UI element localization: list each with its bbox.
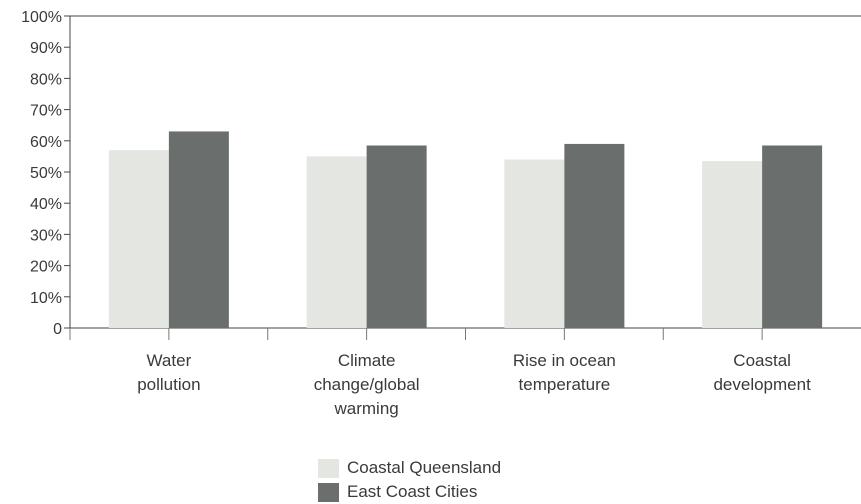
x-category-label: Climate	[338, 351, 396, 370]
y-tick-label: 60%	[30, 134, 62, 151]
x-category-label: Water	[147, 351, 192, 370]
x-category-label: development	[713, 375, 811, 394]
x-category-label: warming	[334, 399, 399, 418]
y-tick-label: 30%	[30, 227, 62, 244]
x-category-label: Coastal	[733, 351, 791, 370]
bar-east-coast-cities	[366, 145, 427, 328]
x-category-label: pollution	[137, 375, 200, 394]
legend-swatch-east-coast-cities	[318, 482, 339, 502]
bar-coastal-queensland	[702, 161, 763, 328]
y-tick-label: 90%	[30, 40, 62, 57]
bar-coastal-queensland	[504, 159, 565, 328]
legend-swatch-coastal-queensland	[318, 458, 339, 478]
legend-item-coastal-queensland: Coastal Queensland	[318, 456, 501, 480]
x-category-label: Rise in ocean	[513, 351, 616, 370]
legend: Coastal Queensland East Coast Cities	[318, 456, 501, 504]
legend-label-east-coast-cities: East Coast Cities	[347, 482, 478, 501]
legend-label-coastal-queensland: Coastal Queensland	[347, 458, 502, 477]
x-category-label: temperature	[519, 375, 611, 394]
legend-item-east-coast-cities: East Coast Cities	[318, 480, 501, 504]
y-tick-label: 80%	[30, 71, 62, 88]
y-tick-label: 70%	[30, 103, 62, 120]
bar-east-coast-cities	[168, 131, 229, 328]
y-tick-label: 0	[53, 321, 62, 338]
bar-coastal-queensland	[108, 150, 169, 328]
y-tick-label: 50%	[30, 165, 62, 182]
x-category-label: change/global	[314, 375, 420, 394]
bar-east-coast-cities	[762, 145, 823, 328]
bar-coastal-queensland	[306, 156, 367, 328]
y-tick-label: 10%	[30, 290, 62, 307]
bar-east-coast-cities	[564, 143, 625, 328]
y-tick-label: 20%	[30, 259, 62, 276]
y-tick-label: 40%	[30, 196, 62, 213]
y-tick-label: 100%	[21, 9, 62, 26]
